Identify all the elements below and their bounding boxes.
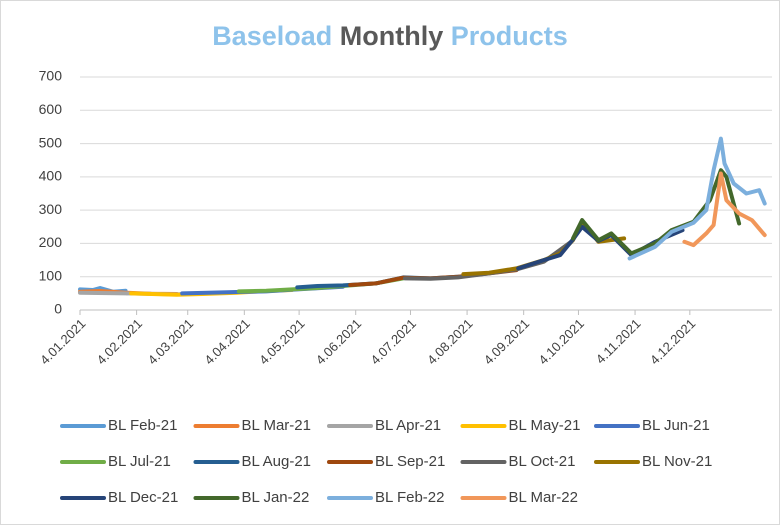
legend-label: BL Jan-22 — [242, 489, 310, 506]
series-line — [682, 171, 767, 248]
legend-label: BL Dec-21 — [108, 489, 178, 506]
legend-label: BL Apr-21 — [375, 417, 441, 434]
legend-label: BL Mar-22 — [509, 489, 578, 506]
legend-label: BL May-21 — [509, 417, 581, 434]
title-part: Products — [451, 21, 568, 51]
y-tick-label: 200 — [39, 234, 63, 250]
y-tick-label: 600 — [39, 101, 63, 117]
legend-label: BL Nov-21 — [642, 453, 712, 470]
series-line — [627, 136, 767, 261]
y-tick-label: 100 — [39, 267, 63, 283]
legend-label: BL Oct-21 — [509, 453, 576, 470]
legend-label: BL Feb-21 — [108, 417, 178, 434]
y-tick-label: 300 — [39, 201, 63, 217]
legend-label: BL Feb-22 — [375, 489, 445, 506]
title-part: Monthly — [340, 21, 443, 51]
y-tick-label: 700 — [39, 68, 63, 84]
y-tick-label: 400 — [39, 168, 63, 184]
y-tick-label: 500 — [39, 134, 63, 150]
chart-title: Baseload Monthly Products — [212, 21, 568, 51]
legend-label: BL Mar-21 — [242, 417, 311, 434]
legend-label: BL Sep-21 — [375, 453, 445, 470]
legend-label: BL Aug-21 — [242, 453, 312, 470]
legend-label: BL Jun-21 — [642, 417, 710, 434]
y-tick-label: 0 — [54, 301, 62, 317]
legend-label: BL Jul-21 — [108, 453, 171, 470]
title-part: Baseload — [212, 21, 332, 51]
